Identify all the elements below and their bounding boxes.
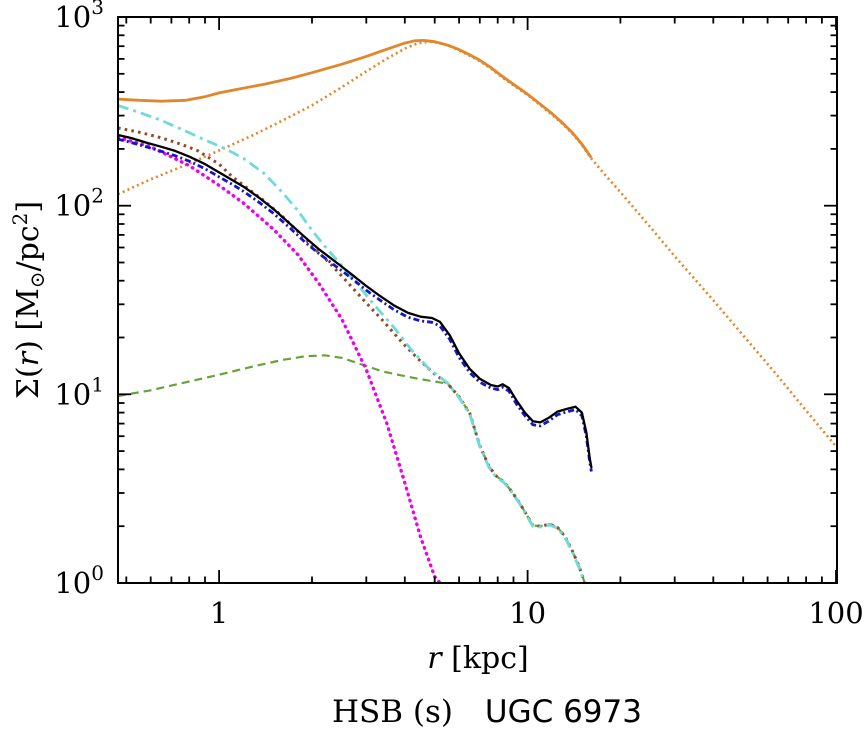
plot-title: HSB (s) UGC 6973	[237, 694, 737, 730]
x-tick-label-1: 1	[210, 596, 228, 630]
axis-ticks	[118, 16, 837, 584]
x-tick-label-10: 10	[509, 596, 546, 630]
y-tick-label-10e1: 101	[54, 372, 104, 411]
plot-title-galaxy: UGC 6973	[484, 694, 642, 730]
x-axis-label-var: r	[427, 641, 442, 676]
curves	[118, 39, 837, 583]
y-axis-label-unit-end: ]	[11, 200, 46, 213]
y-tick-label-10e3: 103	[54, 0, 104, 34]
y-axis-label-close: )	[11, 340, 46, 352]
curve-brown-dotted	[118, 126, 586, 583]
y-axis-label-unit-mid: /pc	[11, 225, 46, 272]
curve-black-solid	[118, 133, 593, 469]
plot-title-type: HSB (s)	[332, 694, 454, 730]
y-tick-label-10e0: 100	[54, 561, 104, 600]
curve-orange-dotted	[118, 40, 837, 449]
curve-orange-solid	[118, 39, 592, 158]
y-tick-label-10e2: 102	[54, 184, 104, 223]
y-axis-label: Σ(r) [M⊙/pc2]	[8, 100, 52, 500]
y-axis-label-unit-sup: 2	[8, 212, 32, 226]
curve-green-dashed	[118, 354, 586, 583]
plot-frame	[117, 16, 838, 584]
y-axis-label-func: Σ(	[11, 366, 46, 400]
x-axis-label: r [kpc]	[278, 641, 678, 676]
y-axis-label-unit-pre: [M	[11, 288, 46, 341]
curve-cyan-dash-dot	[118, 104, 586, 583]
curve-blue-dashed	[118, 137, 593, 472]
x-tick-label-100: 100	[808, 596, 863, 630]
x-axis-label-unit: [kpc]	[441, 641, 529, 676]
y-axis-label-var: r	[11, 351, 46, 367]
sun-symbol: ⊙	[25, 271, 49, 289]
curve-magenta-dotted	[118, 135, 442, 583]
